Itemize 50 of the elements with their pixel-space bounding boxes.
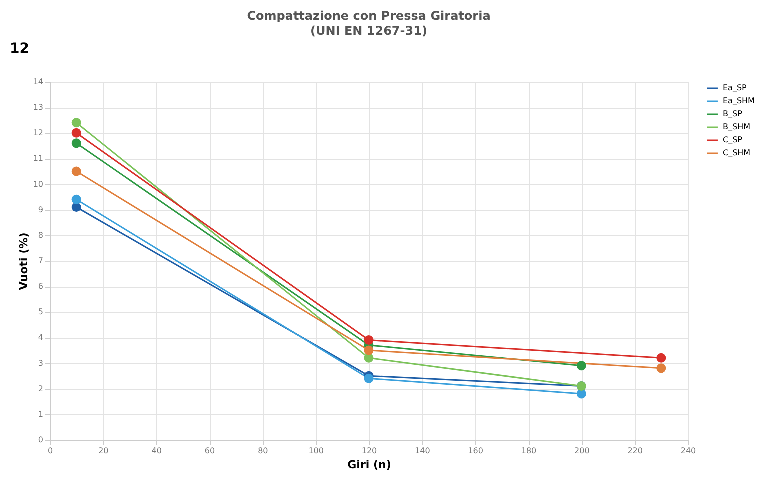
point xyxy=(72,138,82,148)
x-tick-label: 220 xyxy=(628,446,643,456)
y-tick-label: 1 xyxy=(38,410,44,419)
y-axis-title: Vuoti (%) xyxy=(17,232,30,290)
point xyxy=(72,128,82,138)
legend-label: Ea_SHM xyxy=(723,96,756,106)
x-tick-label: 100 xyxy=(308,446,324,456)
point xyxy=(656,364,666,374)
point xyxy=(576,361,586,371)
point xyxy=(72,194,82,204)
text: 12 xyxy=(10,41,30,57)
x-tick-label: 160 xyxy=(468,446,484,456)
x-tick-label: 120 xyxy=(362,446,378,456)
y-tick-label: 4 xyxy=(38,333,44,342)
legend-label: C_SHM xyxy=(723,148,751,158)
y-tick-label: 9 xyxy=(38,205,44,214)
y-tick-label: 8 xyxy=(38,230,44,240)
x-tick-label: 20 xyxy=(98,446,109,456)
y-tick-label: 14 xyxy=(33,78,44,86)
legend-label: B_SP xyxy=(723,110,743,118)
y-tick-label: 2 xyxy=(38,384,44,394)
x-axis-title: Giri (n) xyxy=(348,458,392,472)
point xyxy=(72,166,82,176)
point xyxy=(656,353,666,363)
point xyxy=(364,346,374,356)
y-tick-label: 12 xyxy=(33,128,44,138)
y-tick-label: 10 xyxy=(33,180,44,189)
legend-label: C_SP xyxy=(723,136,743,144)
point xyxy=(364,374,374,384)
x-tick-label: 80 xyxy=(258,446,268,456)
point xyxy=(72,118,82,128)
y-tick-label: 11 xyxy=(33,154,44,164)
x-tick-label: 0 xyxy=(48,446,54,456)
x-tick-label: 140 xyxy=(415,446,430,456)
x-tick-label: 240 xyxy=(680,446,696,456)
x-tick-label: 60 xyxy=(204,446,216,456)
x-tick-label: 180 xyxy=(521,446,537,456)
legend-label: B_SHM xyxy=(723,122,751,132)
y-tick-label: 0 xyxy=(38,436,44,444)
y-tick-label: 7 xyxy=(38,256,44,266)
chart-title: Compattazione con Pressa Giratoria xyxy=(247,9,491,23)
y-tick-label: 3 xyxy=(38,358,44,368)
x-tick-label: 200 xyxy=(574,446,590,456)
point xyxy=(364,336,374,346)
y-tick-label: 5 xyxy=(38,308,44,317)
x-tick-label: 40 xyxy=(152,446,162,456)
legend-label: Ea_SP xyxy=(723,84,748,92)
chart-subtitle: (UNI EN 1267-31) xyxy=(310,24,428,38)
y-tick-label: 13 xyxy=(33,103,44,112)
y-tick-label: 6 xyxy=(38,282,44,292)
